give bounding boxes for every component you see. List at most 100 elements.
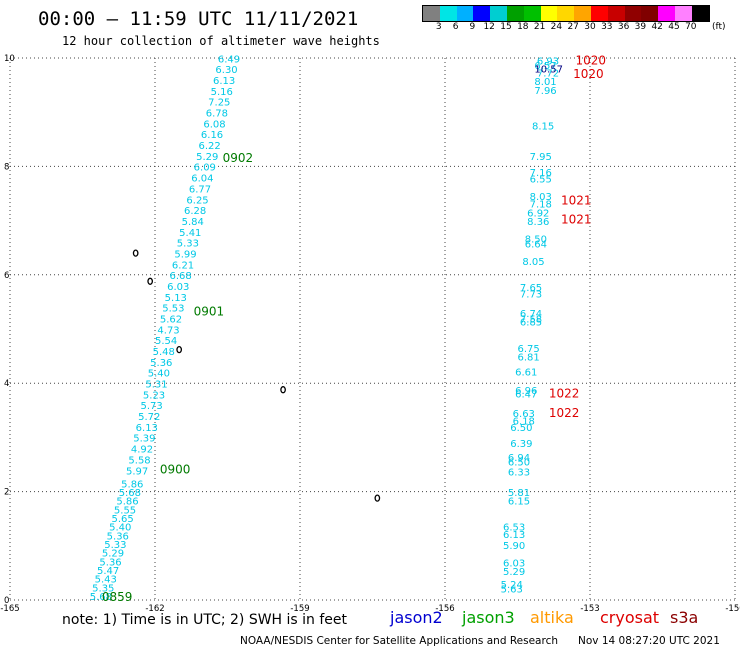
color-swatch bbox=[473, 6, 491, 21]
satellite-legend-item: jason3 bbox=[462, 608, 515, 627]
swh-value-west: 4.92 bbox=[131, 445, 153, 456]
swh-value-east: 7.96 bbox=[534, 86, 556, 97]
swh-value-west: 5.40 bbox=[109, 523, 131, 534]
swh-value-east: 7.18 bbox=[530, 200, 552, 211]
color-swatch bbox=[456, 6, 474, 21]
swh-value-east: 6.75 bbox=[518, 344, 540, 355]
swh-value-east: 8.15 bbox=[532, 122, 554, 133]
island-outline bbox=[147, 277, 154, 285]
satellite-legend-item: s3a bbox=[670, 608, 699, 627]
pass-time-label: 1022 bbox=[549, 406, 580, 420]
swh-value-east: 8.01 bbox=[534, 77, 556, 88]
footer: NOAA/NESDIS Center for Satellite Applica… bbox=[240, 635, 720, 647]
swh-value-east: 8.36 bbox=[527, 217, 549, 228]
y-tick-label: 2 bbox=[4, 488, 9, 498]
swh-value-east: 6.13 bbox=[503, 530, 525, 541]
swh-value-west: 5.65 bbox=[112, 514, 134, 525]
color-scale-label: 36 bbox=[617, 22, 630, 32]
color-scale-label: 42 bbox=[651, 22, 663, 32]
swh-value-west: 5.29 bbox=[102, 549, 124, 560]
swh-value-west: 6.13 bbox=[213, 76, 235, 87]
swh-value-west: 6.49 bbox=[218, 54, 240, 65]
color-swatch bbox=[557, 6, 575, 21]
swh-value-west: 6.22 bbox=[199, 141, 221, 152]
swh-value-west: 6.30 bbox=[215, 65, 237, 76]
satellite-legend-item: jason2 bbox=[390, 608, 443, 627]
swh-value-west: 5.40 bbox=[148, 369, 170, 380]
x-tick-label: -150 bbox=[725, 604, 740, 614]
swh-value-west: 7.25 bbox=[208, 98, 230, 109]
swh-value-west: 5.62 bbox=[160, 314, 182, 325]
swh-value-west: 5.55 bbox=[114, 505, 136, 516]
page-subtitle: 12 hour collection of altimeter wave hei… bbox=[62, 34, 380, 48]
island-outline bbox=[280, 386, 286, 394]
swh-value-east: 6.81 bbox=[518, 352, 540, 363]
color-scale-label: 45 bbox=[668, 22, 680, 32]
swh-value-east: 7.16 bbox=[530, 168, 552, 179]
swh-value-east: 6.92 bbox=[527, 208, 549, 219]
swh-value-east: 6.94 bbox=[508, 453, 530, 464]
swh-value-west: 6.03 bbox=[167, 282, 189, 293]
color-swatch bbox=[490, 6, 507, 21]
color-swatch bbox=[674, 6, 692, 21]
island-outline bbox=[374, 494, 381, 502]
color-swatch bbox=[624, 6, 642, 21]
color-scale-label: 6 bbox=[452, 22, 459, 32]
swh-value-east: 6.93 bbox=[537, 57, 559, 68]
color-swatch bbox=[691, 6, 709, 21]
swh-value-east: 7.58 bbox=[520, 314, 542, 325]
swh-value-west: 6.16 bbox=[201, 130, 223, 141]
swh-value-west: 5.43 bbox=[95, 575, 117, 586]
color-swatch bbox=[523, 6, 541, 21]
color-scale-labels: 3 6 9 12 15 18 21 24 27 30 33 36 39 42 45 70 bbox=[422, 22, 740, 34]
color-scale-label: 39 bbox=[634, 22, 647, 32]
color-scale-label: 3 bbox=[435, 22, 442, 32]
satellite-legend-item: cryosat bbox=[600, 608, 660, 627]
swh-value-east: 8.05 bbox=[522, 257, 544, 268]
color-scale-bar bbox=[422, 5, 710, 22]
swh-value-west: 6.68 bbox=[170, 271, 192, 282]
swh-value-west: 6.09 bbox=[194, 163, 216, 174]
swh-value-east: 6.15 bbox=[508, 497, 530, 508]
pass-time-label: 1021 bbox=[561, 193, 592, 207]
y-tick-label: 4 bbox=[4, 379, 9, 389]
swh-value-west: 5.86 bbox=[121, 479, 143, 490]
island-outline bbox=[132, 249, 139, 257]
color-scale-label: 24 bbox=[550, 22, 563, 32]
swh-value-west: 5.16 bbox=[211, 87, 233, 98]
swh-value-west: 6.28 bbox=[184, 206, 206, 217]
swh-value-east: 6.57 bbox=[534, 61, 556, 72]
island-outline bbox=[176, 345, 183, 354]
color-swatch bbox=[506, 6, 524, 21]
swh-value-west: 5.58 bbox=[128, 455, 150, 466]
swh-value-west: 5.68 bbox=[119, 488, 141, 499]
swh-value-west: 5.68 bbox=[90, 592, 112, 603]
page-title: 00:00 – 11:59 UTC 11/11/2021 bbox=[38, 8, 359, 30]
swh-value-east: 6.33 bbox=[508, 467, 530, 478]
swh-value-east: 6.50 bbox=[510, 423, 532, 434]
color-swatch bbox=[607, 6, 625, 21]
swh-value-east: 6.03 bbox=[503, 558, 525, 569]
swh-value-west: 5.47 bbox=[97, 566, 119, 577]
swh-value-east: 7.95 bbox=[530, 152, 552, 163]
swh-value-east: 6.50 bbox=[508, 458, 530, 469]
swh-value-west: 5.13 bbox=[165, 293, 187, 304]
x-tick-label: -153 bbox=[580, 604, 599, 614]
y-tick-label: 6 bbox=[4, 271, 9, 281]
swh-value-west: 5.29 bbox=[196, 152, 218, 163]
swh-value-east: 6.53 bbox=[503, 523, 525, 534]
swh-value-east: 6.74 bbox=[520, 309, 542, 320]
swh-value-high: 10.57 bbox=[534, 65, 563, 76]
swh-value-west: 5.36 bbox=[150, 358, 172, 369]
swh-value-west: 5.99 bbox=[174, 249, 196, 260]
color-swatch bbox=[439, 6, 457, 21]
swh-value-east: 5.63 bbox=[501, 584, 523, 595]
color-scale-label: 70 bbox=[685, 22, 697, 32]
y-tick-label: 10 bbox=[4, 54, 15, 64]
pass-time-label: 0900 bbox=[160, 463, 191, 477]
swh-value-east: 8.50 bbox=[525, 234, 547, 245]
color-scale-label: 27 bbox=[567, 22, 579, 32]
pass-time-label: 1021 bbox=[561, 212, 592, 226]
swh-value-west: 5.23 bbox=[143, 390, 165, 401]
